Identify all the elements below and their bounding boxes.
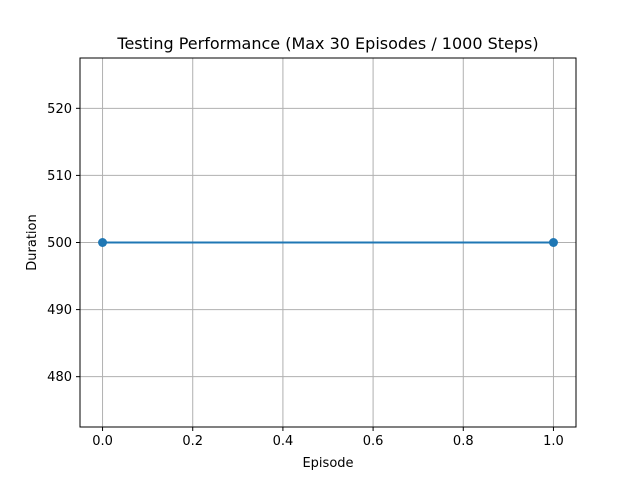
y-tick-label: 520 <box>47 102 72 117</box>
y-tick-label: 480 <box>47 370 72 385</box>
y-tick-label: 490 <box>47 303 72 318</box>
x-tick-label: 0.2 <box>182 434 203 449</box>
y-axis-label: Duration <box>25 214 40 270</box>
x-axis-label: Episode <box>302 456 353 471</box>
x-tick-label: 0.8 <box>453 434 474 449</box>
x-tick-label: 0.4 <box>273 434 294 449</box>
x-tick-label: 0.0 <box>92 434 113 449</box>
y-tick-label: 510 <box>47 169 72 184</box>
series-layer <box>98 238 558 247</box>
data-point <box>98 238 108 247</box>
x-tick-label: 0.6 <box>363 434 384 449</box>
data-point <box>548 238 558 247</box>
x-tick-label: 1.0 <box>543 434 564 449</box>
chart-title: Testing Performance (Max 30 Episodes / 1… <box>116 34 538 53</box>
y-tick-label: 500 <box>47 236 72 251</box>
ticks: 0.0 0.2 0.4 0.6 0.8 1.0 480 490 500 510 520 <box>47 102 564 449</box>
